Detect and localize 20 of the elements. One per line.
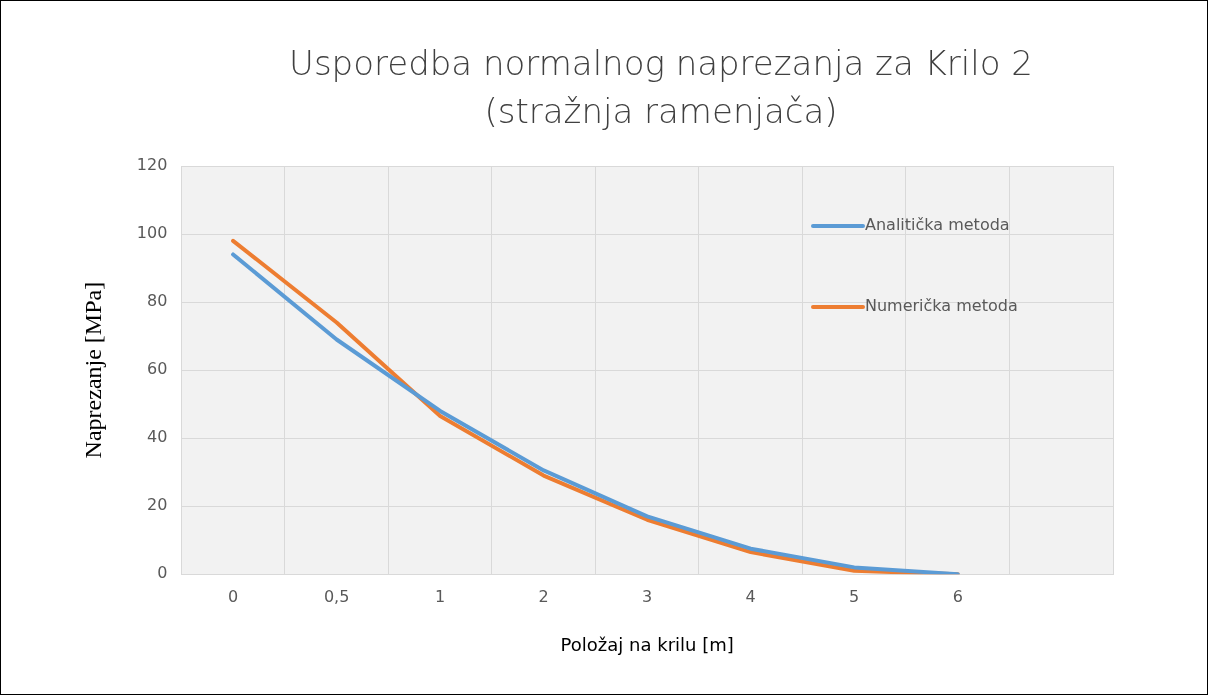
y-tick-label: 80 (146, 291, 168, 311)
y-tick-label: 40 (146, 427, 168, 447)
y-tick-label: 120 (136, 155, 168, 175)
x-tick-label: 0,5 (323, 586, 350, 606)
x-tick-label: 1 (435, 586, 446, 606)
y-tick-label: 20 (146, 495, 168, 515)
chart-title: Usporedba normalnog naprezanja za Krilo 2 (stražnja ramenjača) (288, 42, 1034, 133)
y-tick-label: 100 (136, 223, 168, 243)
legend-label: Analitička metoda (865, 215, 1010, 235)
y-tick-label: 60 (146, 359, 168, 379)
x-tick-label: 6 (952, 586, 963, 606)
y-axis-title: Naprezanje [MPa] (79, 281, 106, 459)
x-tick-label: 0 (228, 586, 239, 606)
x-tick-label: 4 (745, 586, 756, 606)
legend-label: Numerička metoda (865, 296, 1018, 316)
x-tick-label: 5 (849, 586, 860, 606)
x-axis-title: Položaj na krilu [m] (560, 633, 734, 655)
y-tick-label: 0 (157, 563, 168, 583)
x-tick-label: 2 (538, 586, 549, 606)
x-tick-label: 3 (642, 586, 653, 606)
